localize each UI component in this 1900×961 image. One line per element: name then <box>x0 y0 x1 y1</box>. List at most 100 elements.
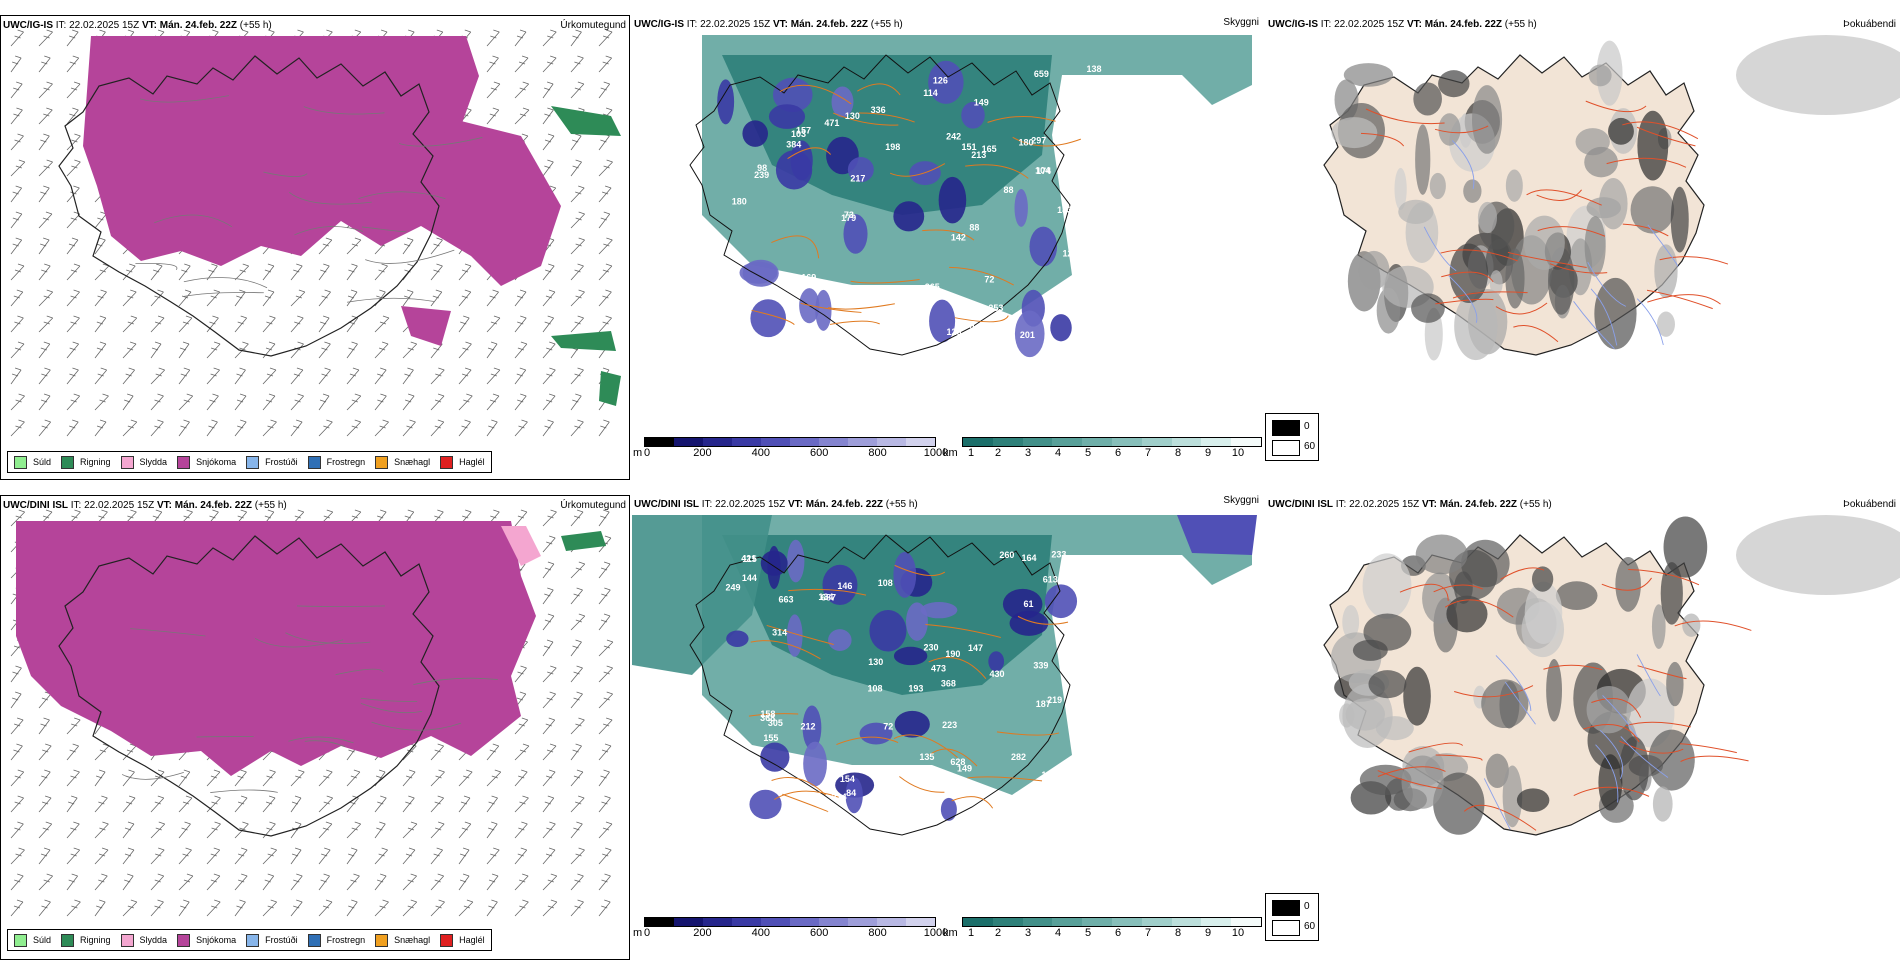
wind-barb <box>543 368 555 384</box>
wind-barb <box>347 368 359 384</box>
colorbar-segment <box>761 918 790 926</box>
legend-item-frostregn: Frostregn <box>308 456 366 469</box>
cloud-base-label: 72 <box>984 275 994 285</box>
wind-barb <box>403 848 415 864</box>
wind-barb <box>67 770 80 786</box>
wind-barb <box>571 290 585 306</box>
wind-barb <box>179 822 191 838</box>
low-cloud-patch <box>941 798 957 821</box>
panel-type-label: Úrkomutegund <box>560 500 626 511</box>
wind-barb <box>151 264 162 280</box>
wind-barb <box>67 290 80 306</box>
wind-barb <box>11 394 25 410</box>
wind-barb <box>179 848 192 864</box>
panel-type-label: Þokuábendi <box>1843 499 1896 510</box>
wind-barb <box>431 238 443 254</box>
wind-barb <box>599 692 613 708</box>
fog-cell <box>1532 566 1553 591</box>
wind-barb <box>291 874 302 890</box>
wind-barb <box>151 848 164 864</box>
fog-cell <box>1344 63 1393 87</box>
wind-barb <box>123 822 134 838</box>
fog-cell <box>1654 244 1677 298</box>
wind-barb <box>11 290 23 306</box>
wind-barb <box>515 848 527 864</box>
wind-barb <box>319 264 329 280</box>
cloud-base-label: 663 <box>778 595 793 605</box>
colorbar-tick-label: 4 <box>1055 927 1061 939</box>
wind-barb <box>375 796 386 812</box>
panel-type-label: Úrkomutegund <box>560 20 626 31</box>
colorbar-strip <box>644 917 936 927</box>
wind-barb <box>431 744 444 760</box>
wind-barb <box>599 186 611 202</box>
wind-barb <box>123 420 137 436</box>
wind-barb <box>543 264 554 280</box>
wind-barb <box>11 744 22 760</box>
fog-legend-top-label: 0 <box>1304 901 1310 912</box>
wind-barb <box>487 744 499 760</box>
wind-barb <box>543 536 555 552</box>
wind-barb <box>39 770 50 786</box>
wind-barb <box>11 770 24 786</box>
wind-barb <box>599 614 610 630</box>
wind-barb <box>571 212 585 228</box>
colorbar-segment <box>1142 918 1172 926</box>
road-line <box>782 794 827 811</box>
wind-barb <box>95 796 107 812</box>
colorbar-segment <box>1172 918 1202 926</box>
wind-barb <box>515 316 526 332</box>
wind-barb <box>487 342 497 358</box>
wind-barb <box>291 420 302 436</box>
low-cloud-patch <box>894 647 927 665</box>
wind-barb <box>431 394 444 410</box>
low-cloud-patch <box>803 742 827 787</box>
wind-barb <box>67 848 80 864</box>
wind-barb <box>179 420 190 436</box>
wind-barb <box>319 290 331 306</box>
wind-barb <box>543 510 557 526</box>
road-line <box>365 250 454 263</box>
low-cloud-patch <box>815 290 831 331</box>
fog-cell <box>1615 557 1641 612</box>
wind-barb <box>67 342 79 358</box>
cloud-base-label: 269 <box>1105 146 1120 156</box>
road-line <box>347 298 434 302</box>
cloud-base-label: 169 <box>801 273 816 283</box>
wind-barb <box>459 394 472 410</box>
colorbar-tick-label: 8 <box>1175 447 1181 459</box>
wind-barb <box>459 368 471 384</box>
low-cloud-patch <box>921 602 958 618</box>
cloud-base-label: 249 <box>726 583 741 593</box>
wind-barb <box>515 290 526 306</box>
wind-barb <box>375 394 386 410</box>
colorbar-tick-label: 6 <box>1115 927 1121 939</box>
fog-cell <box>1398 200 1433 224</box>
wind-barb <box>235 848 247 864</box>
wind-barb <box>347 290 357 306</box>
wind-barb <box>375 316 389 332</box>
cloud-base-label: 471 <box>824 118 839 128</box>
colorbar-segment <box>1231 918 1261 926</box>
wind-barb <box>123 368 135 384</box>
wind-barb <box>11 212 22 228</box>
wind-barb <box>11 666 21 682</box>
wind-barb <box>599 718 612 734</box>
wind-barb <box>123 290 136 306</box>
cloud-base-label: 239 <box>754 170 769 180</box>
wind-barb <box>151 874 164 890</box>
low-cloud-patch <box>895 711 930 738</box>
wind-barb <box>375 264 388 280</box>
wind-barb <box>67 264 80 280</box>
colorbar-tick-label: 200 <box>693 447 711 459</box>
cloud-base-label: 260 <box>999 550 1014 560</box>
wind-barb <box>571 900 584 916</box>
legend-swatch <box>375 456 388 469</box>
cloud-base-label: 132 <box>1041 770 1056 780</box>
wind-barb <box>207 770 220 786</box>
wind-barb <box>515 368 526 384</box>
colorbar-tick-label: 7 <box>1145 927 1151 939</box>
legend-swatch <box>308 934 321 947</box>
